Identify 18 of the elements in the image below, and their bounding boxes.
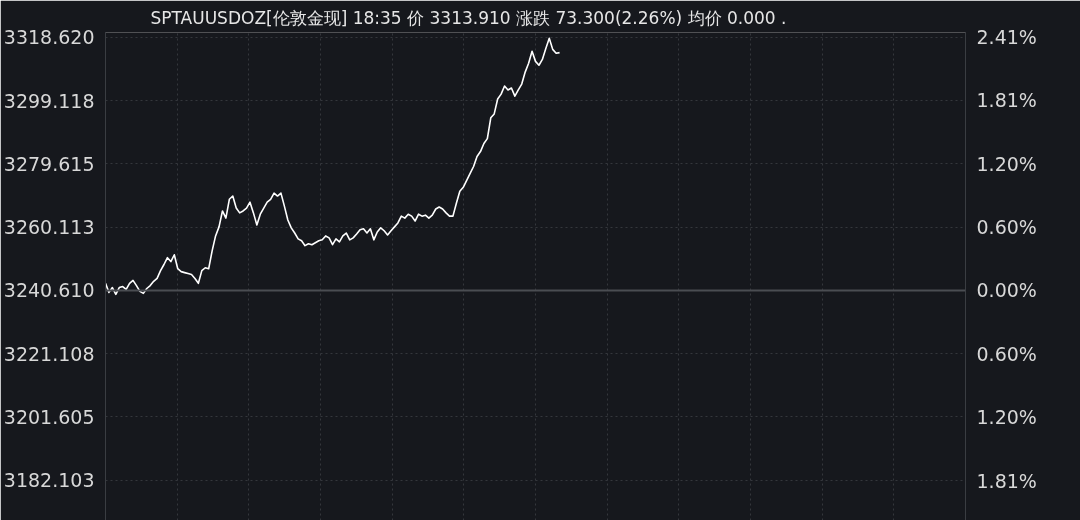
y2-tick-label: 2.41%: [976, 26, 1037, 49]
chart-title: SPTAUUSDOZ[伦敦金现] 18:35 价 3313.910 涨跌 73.300(2.26%) 均价 0.000 .: [150, 7, 787, 28]
y-tick-label: 3299.118: [3, 89, 95, 112]
y2-tick-label: 1.20%: [976, 405, 1037, 428]
y-tick-label: 3221.108: [3, 342, 95, 365]
y2-tick-label: 0.00%: [976, 279, 1037, 302]
y-tick-label: 3279.615: [3, 152, 95, 175]
y2-tick-label: 1.81%: [976, 469, 1037, 492]
y-tick-label: 3240.610: [3, 279, 95, 302]
line-series: [105, 37, 561, 296]
y2-tick-label: 0.60%: [976, 216, 1037, 239]
y2-tick-label: 1.20%: [976, 153, 1037, 176]
y-tick-label: 3182.103: [3, 469, 95, 492]
y2-tick-label: 0.60%: [976, 342, 1037, 365]
y-tick-label: 3260.113: [3, 216, 95, 239]
y-tick-label: 3201.605: [3, 405, 95, 428]
y-tick-label: 3318.620: [3, 26, 95, 49]
y2-tick-label: 1.81%: [976, 89, 1037, 112]
